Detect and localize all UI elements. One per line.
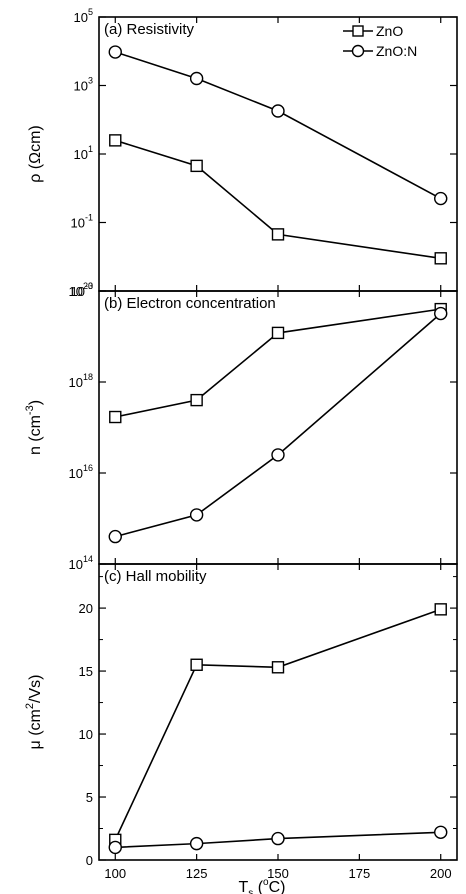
y-tick-label: 0 <box>86 853 93 868</box>
data-point-square <box>190 159 203 173</box>
panel-label: (a) Resistivity <box>104 21 195 38</box>
y-tick-label: 1016 <box>69 463 93 481</box>
data-point-circle <box>189 836 204 851</box>
data-point-circle <box>434 825 448 839</box>
data-point-circle <box>189 508 204 522</box>
y-axis-label: ρ (Ωcm) <box>27 125 44 183</box>
panel-1: 10-3 10-1 101 103 105 (a) Resistivity ρ (Ωcm) Z… <box>27 7 458 299</box>
y-tick-label: 20 <box>79 601 93 616</box>
data-point-circle <box>271 831 285 846</box>
series-zno <box>109 302 447 424</box>
data-point-circle <box>108 840 122 855</box>
series-zno-n <box>108 825 448 855</box>
series-zno <box>109 134 447 265</box>
panel-3: 0 5 10 15 20 (c) Hall mobility μ (cm2/Vs) <box>24 563 458 868</box>
data-point-circle <box>434 306 448 321</box>
legend-label: ZnO <box>376 23 403 39</box>
y-tick-label: 1018 <box>69 372 93 390</box>
y-tick-label: 15 <box>79 664 93 679</box>
data-point-square <box>109 410 122 424</box>
y-tick-label: 1014 <box>69 554 93 572</box>
y-tick-label: 103 <box>74 76 93 94</box>
y-tick-label: 101 <box>74 144 93 162</box>
data-point-square <box>434 603 447 616</box>
data-point-circle <box>434 191 448 206</box>
data-point-circle <box>271 448 285 462</box>
data-point-circle <box>108 45 122 59</box>
data-point-square <box>109 134 122 147</box>
y-tick-label: 10-3 <box>71 281 93 299</box>
data-point-circle <box>108 529 122 544</box>
panel-2: 1014 1016 1018 1020 (b) Electron concentrati… <box>24 281 458 572</box>
x-tick-label: 150 <box>267 866 289 881</box>
data-point-circle <box>189 71 204 86</box>
series-line <box>115 312 442 538</box>
legend-circle-marker <box>351 44 365 58</box>
y-tick-label: 1020 <box>69 281 93 299</box>
panel-label: (c) Hall mobility <box>104 568 207 585</box>
x-tick-label: 200 <box>430 866 452 881</box>
legend-label: ZnO:N <box>376 43 417 59</box>
panel-label: (b) Electron concentration <box>104 295 276 312</box>
series-zno-n <box>108 306 448 544</box>
plot-frame <box>98 563 458 861</box>
y-tick-label: 10-1 <box>71 213 93 231</box>
y-axis-label: n (cm-3) <box>24 400 44 455</box>
series-line <box>115 139 441 260</box>
data-point-circle <box>271 104 285 118</box>
x-axis-label: Ts (oC) <box>238 877 285 894</box>
series-line <box>115 51 442 200</box>
x-tick-label: 125 <box>186 866 208 881</box>
data-point-square <box>271 326 285 340</box>
data-point-square <box>434 252 447 265</box>
y-tick-label: 10 <box>79 727 93 742</box>
series-zno-n <box>108 45 448 206</box>
x-axis: 100 125 150 175 200 Ts (oC) <box>104 866 451 894</box>
y-axis-label: μ (cm2/Vs) <box>24 675 44 750</box>
y-tick-label: 105 <box>74 7 93 25</box>
y-tick-label: 5 <box>86 790 93 805</box>
series-line <box>114 608 441 841</box>
data-point-square <box>190 658 203 671</box>
x-tick-label: 175 <box>349 866 371 881</box>
legend: ZnO ZnO:N <box>343 23 417 59</box>
data-point-square <box>190 393 203 407</box>
data-point-square <box>271 661 285 674</box>
series-line <box>115 308 441 418</box>
series-zno <box>109 603 447 847</box>
x-tick-label: 100 <box>104 866 126 881</box>
series-line <box>115 831 441 849</box>
data-point-square <box>271 228 285 241</box>
legend-square-marker <box>352 25 364 37</box>
